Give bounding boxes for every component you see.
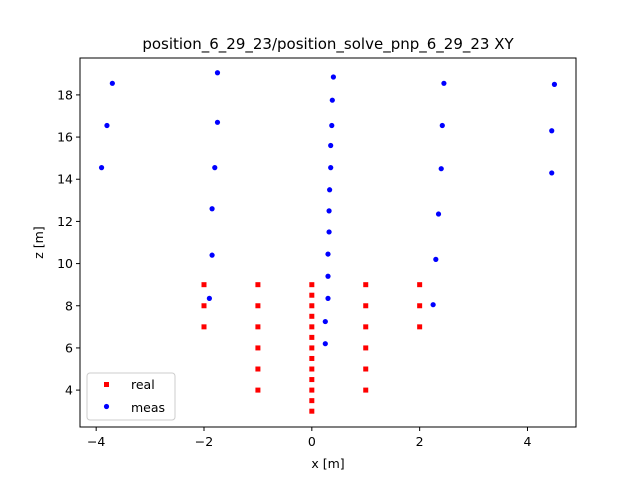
x-tick-label: −4 (87, 434, 105, 449)
real-point-0 (201, 324, 207, 330)
meas-point-21 (330, 74, 336, 80)
real-point-17 (309, 324, 315, 330)
real-point-22 (363, 387, 369, 393)
meas-point-19 (329, 122, 335, 129)
real-point-4 (255, 366, 261, 372)
meas-point-10 (322, 318, 328, 325)
meas-point-25 (438, 166, 444, 172)
meas-point-30 (551, 81, 558, 87)
meas-point-6 (212, 165, 218, 171)
meas-point-11 (325, 295, 331, 301)
meas-point-3 (206, 295, 212, 301)
real-point-27 (363, 282, 369, 288)
y-tick-label: 12 (57, 214, 73, 229)
real-point-20 (309, 292, 315, 298)
real-point-12 (309, 377, 315, 383)
legend-real-marker (104, 382, 109, 387)
meas-point-15 (326, 208, 332, 214)
meas-point-8 (214, 70, 221, 76)
meas-point-12 (325, 273, 331, 279)
real-point-9 (309, 408, 315, 414)
y-axis-label: z [m] (31, 226, 46, 258)
real-point-30 (417, 282, 423, 288)
meas-point-2 (109, 80, 115, 86)
real-point-18 (309, 313, 315, 319)
real-point-7 (255, 303, 261, 309)
real-point-10 (309, 398, 315, 404)
real-point-15 (309, 345, 315, 351)
meas-point-17 (328, 165, 334, 171)
y-tick-label: 8 (65, 298, 73, 313)
data-marks (98, 70, 558, 414)
real-point-1 (201, 303, 207, 309)
real-point-14 (309, 355, 315, 361)
x-axis-label: x [m] (311, 456, 344, 471)
x-tick-label: 0 (308, 434, 316, 449)
meas-point-27 (441, 80, 447, 86)
legend-meas-label: meas (131, 400, 165, 415)
meas-point-20 (329, 97, 335, 103)
real-point-5 (255, 345, 261, 351)
legend-meas-marker (103, 403, 110, 410)
real-point-16 (309, 334, 315, 340)
real-point-21 (309, 282, 315, 288)
x-tick-label: 2 (416, 434, 424, 449)
meas-point-4 (209, 252, 215, 258)
x-tick-label: 4 (524, 434, 532, 449)
meas-point-29 (549, 128, 555, 134)
real-point-2 (201, 282, 207, 288)
chart-title: position_6_29_23/position_solve_pnp_6_29… (142, 35, 514, 54)
meas-point-13 (325, 251, 331, 257)
meas-point-18 (328, 142, 334, 149)
meas-point-14 (326, 229, 332, 235)
y-tick-label: 10 (57, 256, 73, 271)
real-point-28 (417, 324, 423, 330)
real-point-29 (417, 303, 423, 309)
real-point-6 (255, 324, 261, 330)
real-point-8 (255, 282, 261, 288)
real-point-24 (363, 345, 369, 351)
y-tick-label: 18 (57, 87, 73, 102)
real-point-19 (309, 303, 315, 309)
x-tick-label: −2 (195, 434, 213, 449)
meas-point-28 (549, 170, 555, 176)
real-point-23 (363, 366, 369, 372)
y-axis: 4 6 8 10 12 14 16 18 (57, 87, 80, 398)
legend: real meas (86, 372, 176, 421)
real-point-26 (363, 303, 369, 309)
meas-point-7 (214, 119, 221, 125)
meas-point-22 (430, 302, 436, 308)
y-tick-label: 14 (57, 172, 73, 187)
real-point-13 (309, 366, 315, 372)
meas-point-16 (327, 187, 333, 193)
y-tick-label: 16 (57, 130, 73, 145)
real-point-11 (309, 387, 315, 393)
y-tick-label: 4 (65, 383, 73, 398)
meas-point-23 (433, 256, 439, 262)
plot-frame (79, 57, 577, 428)
meas-point-5 (209, 206, 215, 212)
real-point-3 (255, 387, 261, 393)
real-point-25 (363, 324, 369, 330)
meas-point-26 (439, 122, 445, 129)
meas-point-1 (104, 122, 110, 129)
meas-point-9 (322, 341, 328, 347)
meas-point-24 (435, 211, 442, 217)
legend-real-label: real (131, 377, 155, 392)
x-axis: −4 −2 0 2 4 (87, 427, 532, 449)
meas-point-0 (98, 165, 105, 171)
y-tick-label: 6 (65, 340, 73, 355)
